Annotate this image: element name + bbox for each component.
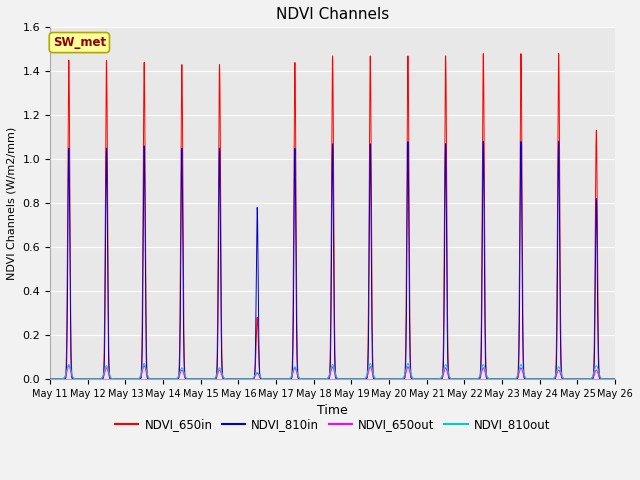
Text: SW_met: SW_met — [52, 36, 106, 49]
Title: NDVI Channels: NDVI Channels — [276, 7, 389, 22]
Y-axis label: NDVI Channels (W/m2/mm): NDVI Channels (W/m2/mm) — [7, 126, 17, 280]
X-axis label: Time: Time — [317, 404, 348, 417]
Legend: NDVI_650in, NDVI_810in, NDVI_650out, NDVI_810out: NDVI_650in, NDVI_810in, NDVI_650out, NDV… — [110, 414, 555, 436]
